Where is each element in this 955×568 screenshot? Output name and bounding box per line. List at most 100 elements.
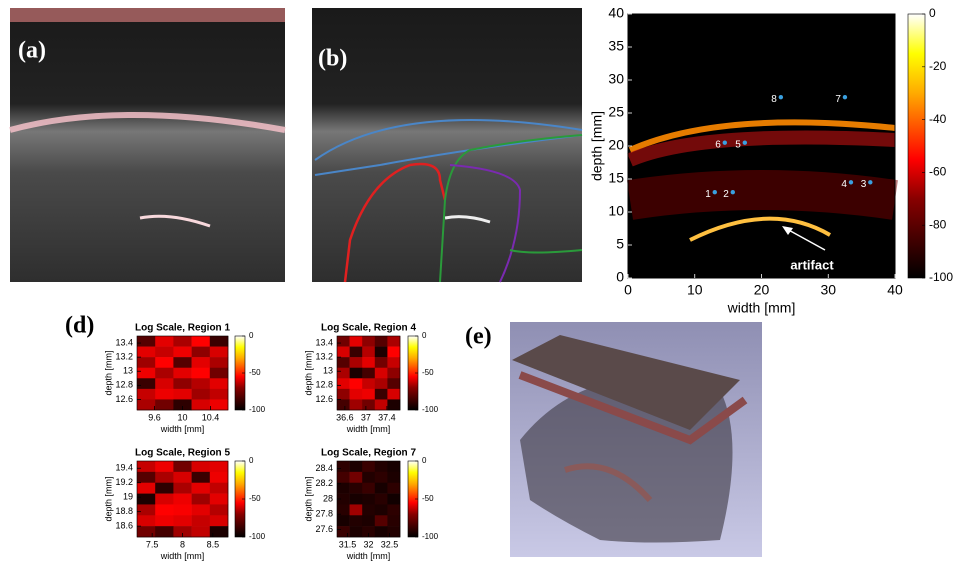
heatmap-cell xyxy=(210,347,229,358)
colorbar-tick-label: 0 xyxy=(422,456,427,465)
heatmap-cell xyxy=(137,357,156,368)
annotation: artifact xyxy=(790,257,834,272)
colorbar-tick-label: -100 xyxy=(929,270,953,284)
colorbar-tick-label: 0 xyxy=(249,456,254,465)
heatmap-cell xyxy=(192,357,211,368)
heatmap-cell xyxy=(387,472,400,483)
colorbar-tick-label: -80 xyxy=(929,217,947,231)
heatmap-cell xyxy=(387,483,400,494)
y-tick-label: 18.6 xyxy=(115,521,133,531)
chart-title: Log Scale, Region 4 xyxy=(321,323,416,334)
heatmap-cell xyxy=(337,336,350,347)
heatmap-cell xyxy=(155,336,174,347)
panel-label: (a) xyxy=(18,38,46,64)
x-tick-label: 31.5 xyxy=(339,539,357,549)
y-tick-label: 12.6 xyxy=(315,394,333,404)
y-tick-label: 20 xyxy=(608,137,624,153)
heatmap-cell xyxy=(350,368,363,379)
chart-title: Log Scale, Region 7 xyxy=(321,448,416,459)
heatmap-cell xyxy=(173,504,192,515)
heatmap-cell xyxy=(350,515,363,526)
heatmap-cell xyxy=(375,526,388,537)
heatmap-cell xyxy=(337,399,350,410)
heatmap-cell xyxy=(137,504,156,515)
heatmap-cell xyxy=(350,336,363,347)
y-tick-label: 25 xyxy=(608,104,624,120)
heatmap-cell xyxy=(155,389,174,400)
heatmap-cell xyxy=(350,357,363,368)
heatmap-cell xyxy=(192,472,211,483)
heatmap-cell xyxy=(173,494,192,505)
heatmap-cell xyxy=(375,483,388,494)
heatmap-cell xyxy=(137,515,156,526)
colorbar xyxy=(908,14,925,278)
heatmap-cell xyxy=(337,357,350,368)
marker xyxy=(779,95,783,99)
x-tick-label: 37.4 xyxy=(378,412,396,422)
y-tick-label: 13.2 xyxy=(315,352,333,362)
y-tick-label: 13.4 xyxy=(315,337,333,347)
heatmap-cell xyxy=(210,357,229,368)
x-tick-label: 40 xyxy=(887,281,903,297)
heatmap-cell xyxy=(350,472,363,483)
heatmap-cell xyxy=(362,483,375,494)
colorbar-tick-label: -50 xyxy=(249,368,261,377)
heatmap-cell xyxy=(350,389,363,400)
heatmap-cell xyxy=(155,494,174,505)
heatmap-cell xyxy=(350,526,363,537)
heatmap-cell xyxy=(387,389,400,400)
marker-label: 5 xyxy=(735,139,741,150)
y-tick-label: 13 xyxy=(323,366,333,376)
heatmap-cell xyxy=(375,378,388,389)
heatmap-cell xyxy=(137,461,156,472)
heatmap-cell xyxy=(362,347,375,358)
panel-e-render xyxy=(510,322,762,557)
heatmap-cell xyxy=(387,347,400,358)
colorbar-tick-label: 0 xyxy=(422,331,427,340)
heatmap-cell xyxy=(192,526,211,537)
colorbar-tick-label: -40 xyxy=(929,112,947,126)
heatmap-cell xyxy=(375,515,388,526)
x-axis-label: width [mm] xyxy=(346,424,391,434)
marker xyxy=(868,180,872,184)
y-tick-label: 40 xyxy=(608,5,624,21)
heatmap-cell xyxy=(362,494,375,505)
heatmap-cell xyxy=(362,472,375,483)
y-axis-label: depth [mm] xyxy=(103,476,113,521)
marker xyxy=(849,180,853,184)
marker xyxy=(723,141,727,145)
heatmap-cell xyxy=(173,461,192,472)
heatmap-cell xyxy=(155,399,174,410)
colorbar-tick-label: -60 xyxy=(929,165,947,179)
x-tick-label: 10 xyxy=(177,412,187,422)
chart-title: Log Scale, Region 5 xyxy=(135,448,230,459)
heatmap-cell xyxy=(173,515,192,526)
heatmap-cell xyxy=(173,347,192,358)
marker-label: 2 xyxy=(723,189,729,200)
marker-label: 6 xyxy=(715,139,721,150)
heatmap-cell xyxy=(173,378,192,389)
x-tick-label: 10.4 xyxy=(202,412,220,422)
heatmap-cell xyxy=(387,378,400,389)
x-tick-label: 36.6 xyxy=(336,412,354,422)
heatmap-cell xyxy=(210,483,229,494)
heatmap-cell xyxy=(210,504,229,515)
figure: (a) (b) (e) (d) 12345678artifact01020304… xyxy=(0,0,955,568)
heatmap-cell xyxy=(210,378,229,389)
y-axis-label: depth [mm] xyxy=(303,476,313,521)
y-axis-label: depth [mm] xyxy=(303,350,313,395)
y-tick-label: 12.6 xyxy=(115,394,133,404)
y-tick-label: 28 xyxy=(323,493,333,503)
heatmap-cell xyxy=(375,336,388,347)
marker-label: 8 xyxy=(771,94,777,105)
y-tick-label: 5 xyxy=(616,236,624,252)
heatmap-cell xyxy=(137,526,156,537)
y-tick-label: 19 xyxy=(123,492,133,502)
heatmap-cell xyxy=(155,515,174,526)
heatmap-cell xyxy=(375,357,388,368)
heatmap-cell xyxy=(337,526,350,537)
heatmap-cell xyxy=(387,515,400,526)
heatmap-cell xyxy=(210,389,229,400)
heatmap-cell xyxy=(350,347,363,358)
heatmap-cell xyxy=(375,494,388,505)
